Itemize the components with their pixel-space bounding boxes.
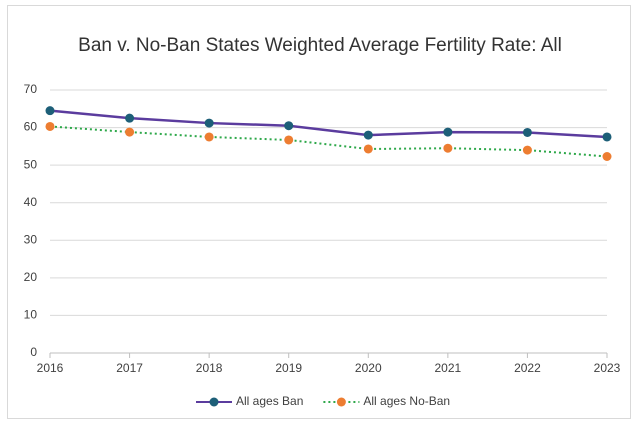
series-marker: [522, 145, 532, 155]
legend-marker: [209, 397, 219, 407]
series-marker: [363, 144, 373, 154]
series-marker: [125, 127, 135, 137]
y-tick-label: 30: [24, 232, 38, 246]
series-marker: [284, 135, 294, 145]
legend-label: All ages Ban: [236, 394, 303, 408]
y-tick-label: 70: [24, 82, 38, 96]
x-tick-label: 2022: [514, 361, 541, 375]
y-tick-label: 0: [30, 345, 37, 359]
series-marker: [45, 121, 55, 131]
series-marker: [284, 121, 294, 131]
series-line: [49, 109, 608, 139]
x-tick-label: 2017: [116, 361, 143, 375]
x-tick-label: 2018: [196, 361, 223, 375]
x-tick-label: 2020: [355, 361, 382, 375]
series-marker: [443, 127, 453, 137]
series-marker: [443, 143, 453, 153]
series-marker: [602, 152, 612, 162]
y-tick-label: 50: [24, 157, 38, 171]
series-marker: [522, 127, 532, 137]
series-marker: [45, 106, 55, 116]
legend-label: All ages No-Ban: [363, 394, 450, 408]
y-tick-label: 20: [24, 270, 38, 284]
chart-title: Ban v. No-Ban States Weighted Average Fe…: [78, 35, 562, 56]
series-marker: [204, 132, 214, 142]
chart-frame: [7, 5, 631, 419]
series-line: [49, 125, 608, 158]
series-marker: [204, 118, 214, 128]
x-tick-label: 2019: [275, 361, 302, 375]
series-marker: [602, 132, 612, 142]
y-tick-label: 40: [24, 195, 38, 209]
legend-marker: [336, 397, 346, 407]
y-tick-label: 10: [24, 308, 38, 322]
x-tick-label: 2023: [594, 361, 621, 375]
series-marker: [125, 113, 135, 123]
x-tick-label: 2021: [435, 361, 462, 375]
x-tick-label: 2016: [37, 361, 64, 375]
series-marker: [363, 130, 373, 140]
y-tick-label: 60: [24, 120, 38, 134]
